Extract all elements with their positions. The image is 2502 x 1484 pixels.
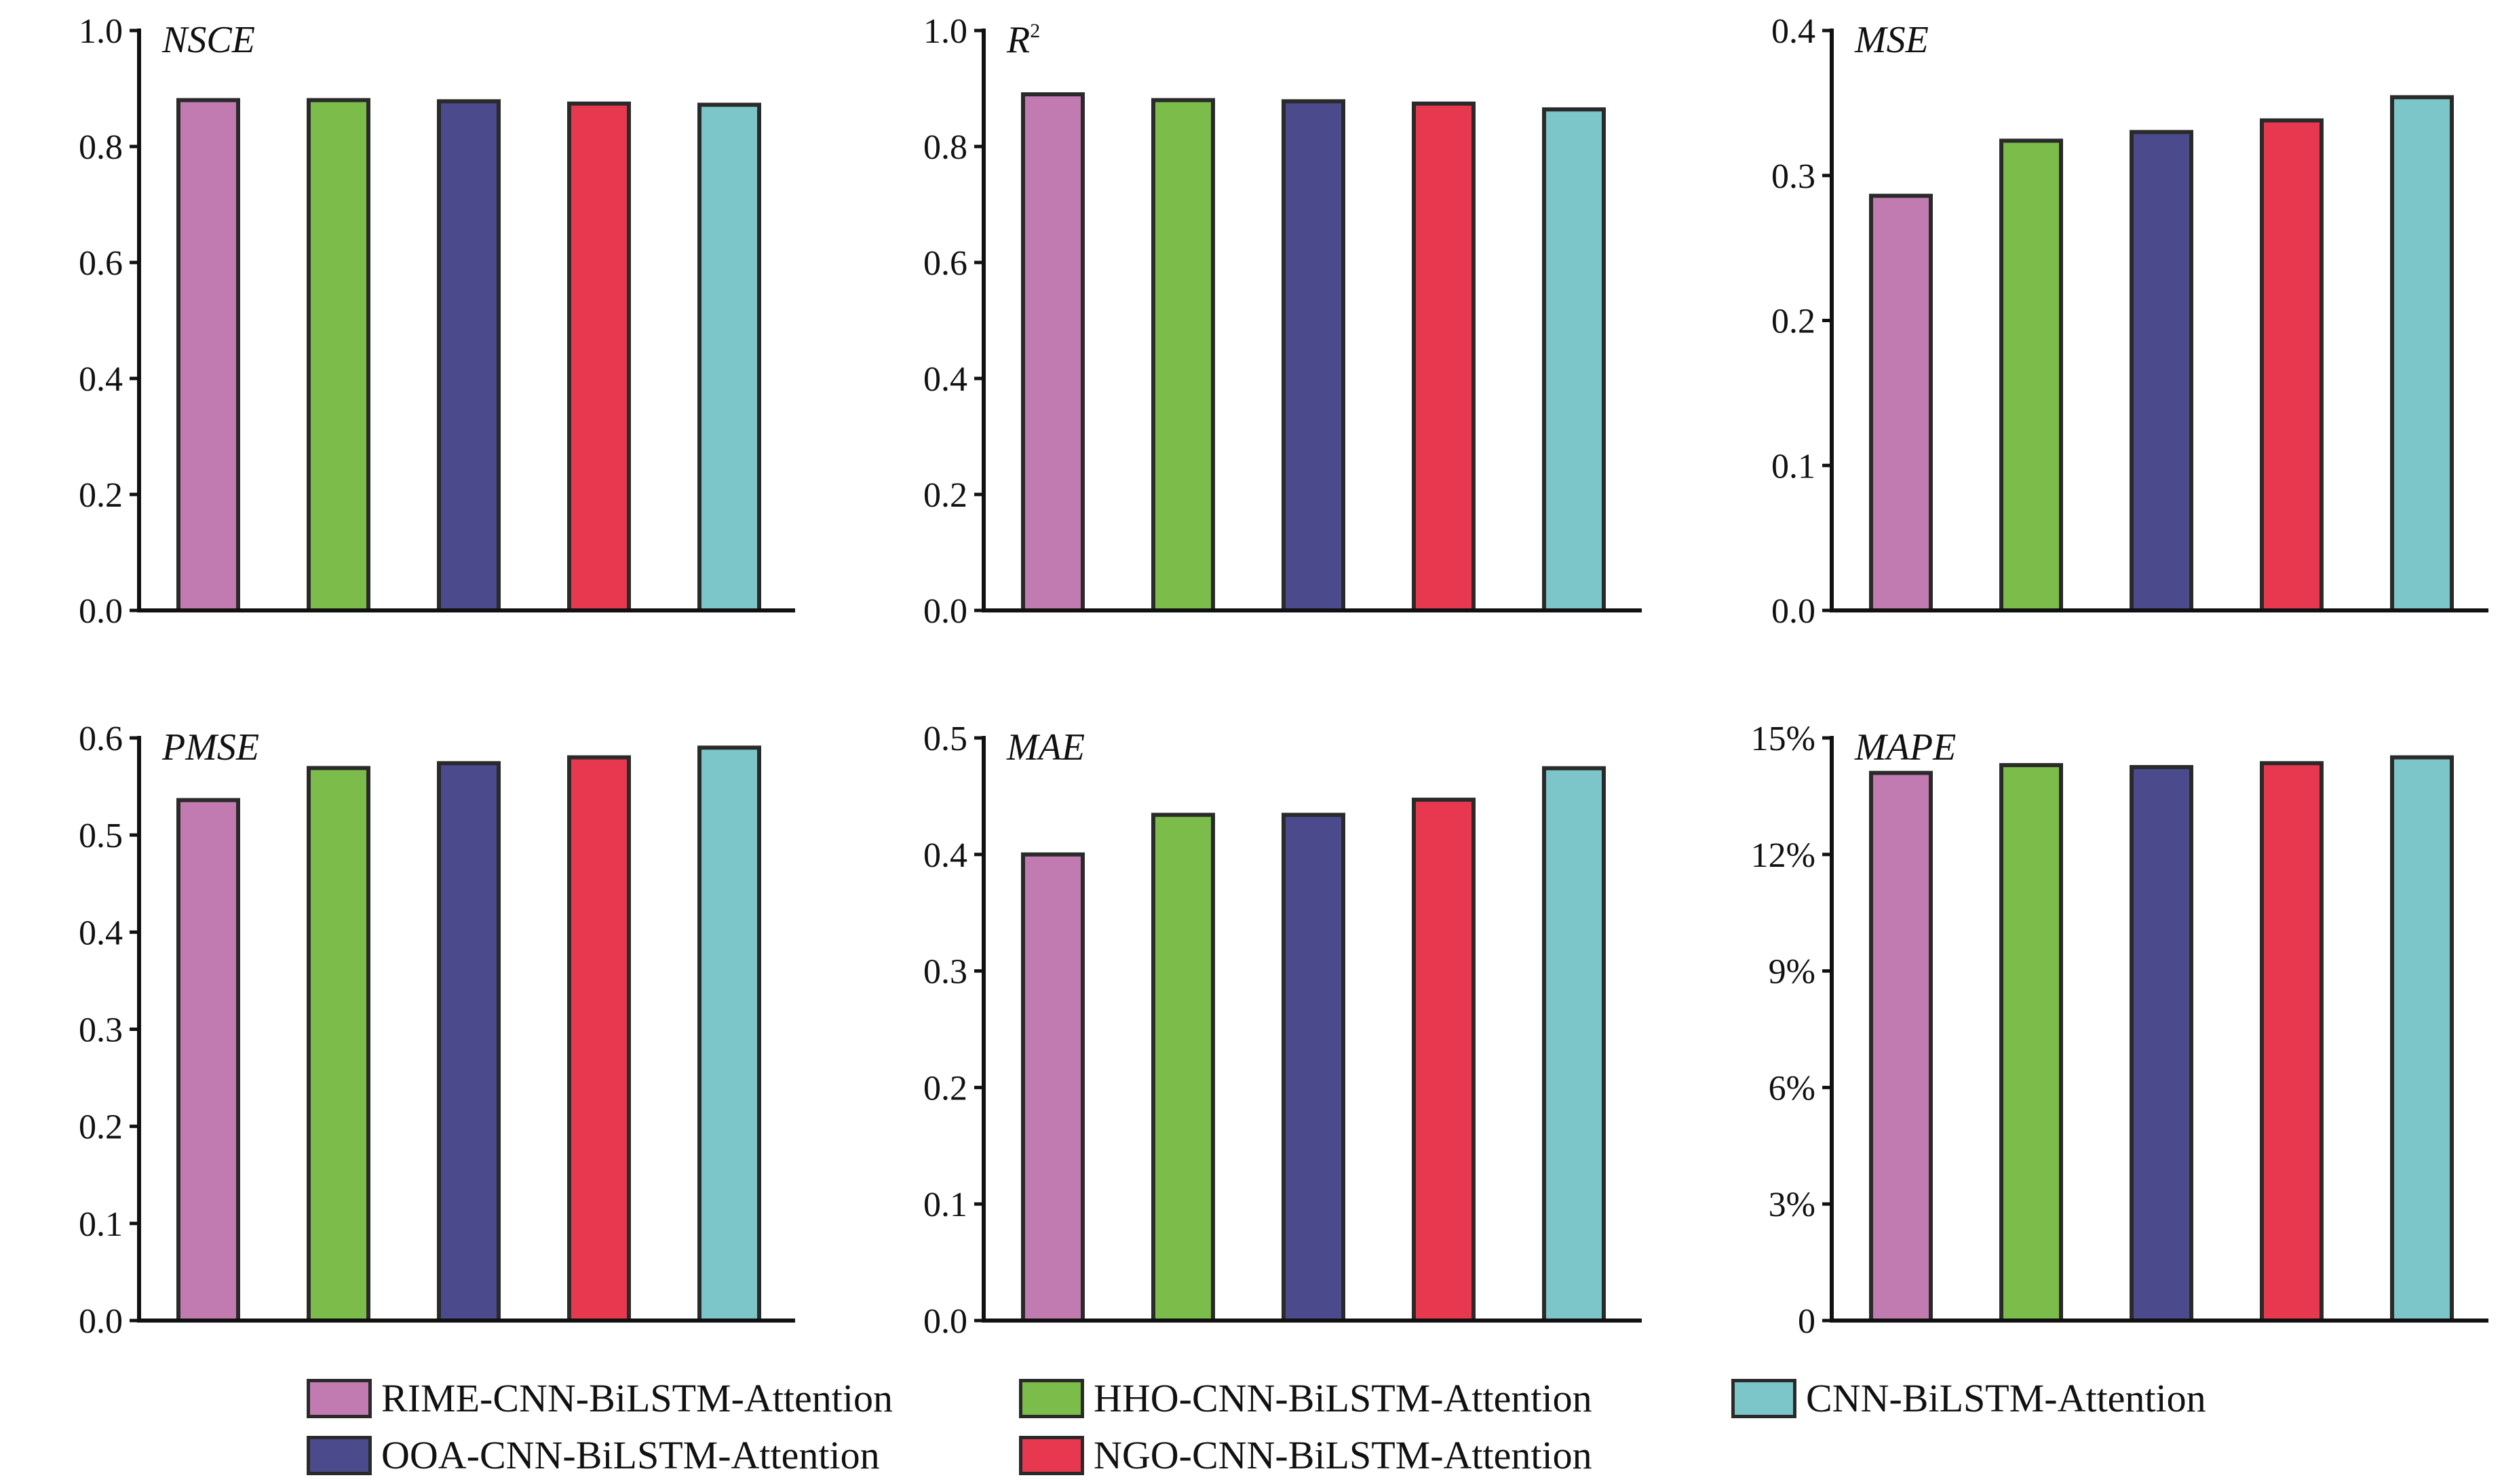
bar-mae-4: [1412, 798, 1476, 1323]
bar-mse-4: [2260, 118, 2324, 612]
y-tick-label-r2-0: 0.0: [923, 592, 967, 631]
bar-nsce-5: [697, 102, 761, 612]
panel-title-mae: MAE: [1006, 726, 1085, 768]
y-tick-label-pmse-2: 0.2: [79, 1108, 123, 1147]
y-tick-label-mape-4: 12%: [1751, 836, 1815, 875]
y-tick-label-mae-1: 0.1: [923, 1186, 967, 1224]
y-tick-label-mae-2: 0.2: [923, 1069, 967, 1108]
bar-mae-3: [1282, 813, 1345, 1323]
y-tick-label-pmse-1: 0.1: [79, 1205, 123, 1244]
bar-r2-5: [1542, 107, 1606, 612]
bar-pmse-2: [307, 766, 370, 1323]
y-tick-label-r2-2: 0.4: [923, 360, 967, 399]
y-tick-label-mse-2: 0.2: [1771, 302, 1815, 341]
panel-nsce: 0.0 0.2 0.4 0.6 0.8 1.0 NSCE: [79, 12, 795, 631]
panel-title-mape: MAPE: [1854, 726, 1956, 768]
y-tick-label-mse-4: 0.4: [1771, 12, 1815, 51]
y-tick-label-mse-0: 0.0: [1771, 592, 1815, 631]
y-tick-label-r2-1: 0.2: [923, 476, 967, 515]
bar-nsce-2: [307, 98, 370, 613]
panel-r2: 0.0 0.2 0.4 0.6 0.8 1.0 R2: [923, 12, 1642, 631]
panel-mse: 0.0 0.1 0.2 0.3 0.4 MSE: [1771, 12, 2488, 631]
panel-title-pmse: PMSE: [161, 726, 259, 768]
bar-pmse-5: [697, 745, 761, 1323]
panel-title-superscript-r2: 2: [1030, 20, 1040, 42]
bar-mse-1: [1869, 193, 1933, 612]
y-tick-label-nsce-0: 0.0: [79, 592, 123, 631]
bar-r2-3: [1282, 99, 1345, 612]
y-tick-label-pmse-4: 0.4: [79, 914, 123, 952]
y-tick-label-mae-0: 0.0: [923, 1302, 967, 1341]
y-tick-label-mse-1: 0.1: [1771, 447, 1815, 486]
y-tick-label-pmse-5: 0.5: [79, 817, 123, 855]
y-tick-label-nsce-4: 0.8: [79, 128, 123, 167]
panel-mae: 0.0 0.1 0.2 0.3 0.4 0.5 MAE: [923, 720, 1642, 1341]
bar-mape-1: [1869, 770, 1933, 1323]
y-tick-label-nsce-5: 1.0: [79, 12, 123, 51]
y-tick-label-mape-2: 6%: [1769, 1069, 1815, 1108]
y-tick-label-mae-5: 0.5: [923, 720, 967, 758]
y-tick-label-nsce-3: 0.6: [79, 244, 123, 283]
y-tick-label-mape-0: 0: [1798, 1302, 1815, 1341]
panel-title-nsce: NSCE: [161, 19, 255, 61]
bar-mape-5: [2390, 755, 2454, 1323]
bar-nsce-1: [176, 98, 240, 613]
panel-pmse: 0.0 0.1 0.2 0.3 0.4 0.5 0.6 PMSE: [79, 720, 795, 1341]
bar-nsce-3: [437, 99, 501, 612]
panel-title-r2: R2: [1006, 19, 1040, 61]
bar-mape-2: [1999, 763, 2063, 1323]
y-tick-label-mae-3: 0.3: [923, 953, 967, 992]
y-tick-label-nsce-1: 0.2: [79, 476, 123, 515]
bar-pmse-4: [567, 755, 631, 1323]
bar-mape-3: [2130, 764, 2193, 1323]
bar-mse-5: [2390, 95, 2454, 612]
y-tick-label-pmse-6: 0.6: [79, 720, 123, 758]
bar-mae-2: [1151, 813, 1215, 1323]
y-tick-label-r2-4: 0.8: [923, 128, 967, 167]
bar-nsce-4: [567, 101, 631, 613]
bar-pmse-1: [176, 798, 240, 1323]
y-tick-label-mape-5: 15%: [1751, 720, 1815, 758]
y-tick-label-r2-3: 0.6: [923, 244, 967, 283]
y-tick-label-mae-4: 0.4: [923, 836, 967, 875]
bar-r2-1: [1021, 92, 1085, 613]
bar-mse-2: [1999, 138, 2063, 612]
bar-r2-2: [1151, 98, 1215, 613]
y-tick-label-nsce-2: 0.4: [79, 360, 123, 399]
y-tick-label-mape-3: 9%: [1769, 953, 1815, 992]
bar-mse-3: [2130, 130, 2193, 612]
y-tick-label-mse-3: 0.3: [1771, 157, 1815, 196]
bar-mape-4: [2260, 761, 2324, 1323]
panel-title-mse: MSE: [1854, 19, 1929, 61]
bar-mae-1: [1021, 852, 1085, 1323]
bar-r2-4: [1412, 101, 1476, 613]
panel-mape: 0 3% 6% 9% 12% 15% MAPE: [1751, 720, 2488, 1341]
bar-pmse-3: [437, 761, 501, 1323]
bar-mae-5: [1542, 766, 1606, 1323]
y-tick-label-pmse-0: 0.0: [79, 1302, 123, 1341]
y-tick-label-mape-1: 3%: [1769, 1186, 1815, 1224]
y-tick-label-pmse-3: 0.3: [79, 1011, 123, 1050]
y-tick-label-r2-5: 1.0: [923, 12, 967, 51]
